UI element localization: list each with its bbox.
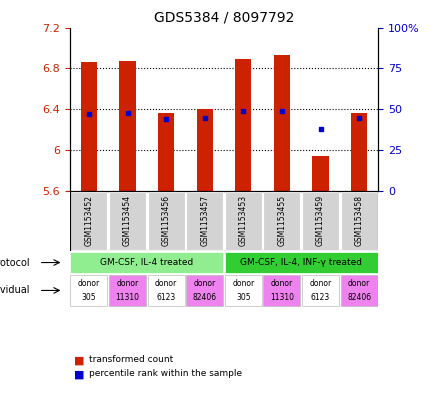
Bar [263,275,300,306]
Text: donor: donor [347,279,369,288]
Text: GSM1153459: GSM1153459 [316,195,324,246]
Bar [350,113,366,191]
Text: 82406: 82406 [346,293,370,302]
Text: GSM1153452: GSM1153452 [84,195,93,246]
Text: GSM1153456: GSM1153456 [161,195,170,246]
Title: GDS5384 / 8097792: GDS5384 / 8097792 [154,11,293,25]
Bar [147,275,184,306]
Text: 11310: 11310 [115,293,139,302]
Bar [119,61,135,191]
Text: GM-CSF, IL-4, INF-γ treated: GM-CSF, IL-4, INF-γ treated [240,257,362,266]
Text: GSM1153455: GSM1153455 [277,195,286,246]
Bar [273,55,289,191]
Bar [224,252,377,273]
Bar [301,275,338,306]
Text: transformed count: transformed count [89,355,173,364]
Bar [340,275,377,306]
Bar [301,192,338,250]
Text: GSM1153458: GSM1153458 [354,195,363,246]
Bar [235,59,251,191]
Text: donor: donor [193,279,215,288]
Bar [196,109,212,191]
Text: 305: 305 [82,293,96,302]
Bar [109,192,146,250]
Text: GSM1153457: GSM1153457 [200,195,209,246]
Text: donor: donor [78,279,100,288]
Bar [186,192,223,250]
Text: GSM1153454: GSM1153454 [123,195,132,246]
Text: donor: donor [270,279,293,288]
Bar [340,192,377,250]
Text: 6123: 6123 [310,293,329,302]
Bar [224,275,261,306]
Bar [312,156,328,191]
Bar [263,192,300,250]
Text: GM-CSF, IL-4 treated: GM-CSF, IL-4 treated [100,257,193,266]
Text: 6123: 6123 [156,293,175,302]
Text: protocol: protocol [0,257,30,268]
Text: GSM1153453: GSM1153453 [238,195,247,246]
Text: individual: individual [0,285,30,296]
Text: donor: donor [155,279,177,288]
Bar [158,113,174,191]
Text: 82406: 82406 [192,293,216,302]
Text: ■: ■ [74,369,84,379]
Text: percentile rank within the sample: percentile rank within the sample [89,369,242,378]
Bar [70,192,107,250]
Text: donor: donor [309,279,331,288]
Text: 305: 305 [236,293,250,302]
Bar [224,192,261,250]
Bar [70,275,107,306]
Text: ■: ■ [74,356,84,365]
Bar [70,252,223,273]
Bar [109,275,146,306]
Text: donor: donor [116,279,138,288]
Bar [186,275,223,306]
Text: 11310: 11310 [270,293,293,302]
Bar [81,62,97,191]
Text: donor: donor [232,279,254,288]
Bar [147,192,184,250]
